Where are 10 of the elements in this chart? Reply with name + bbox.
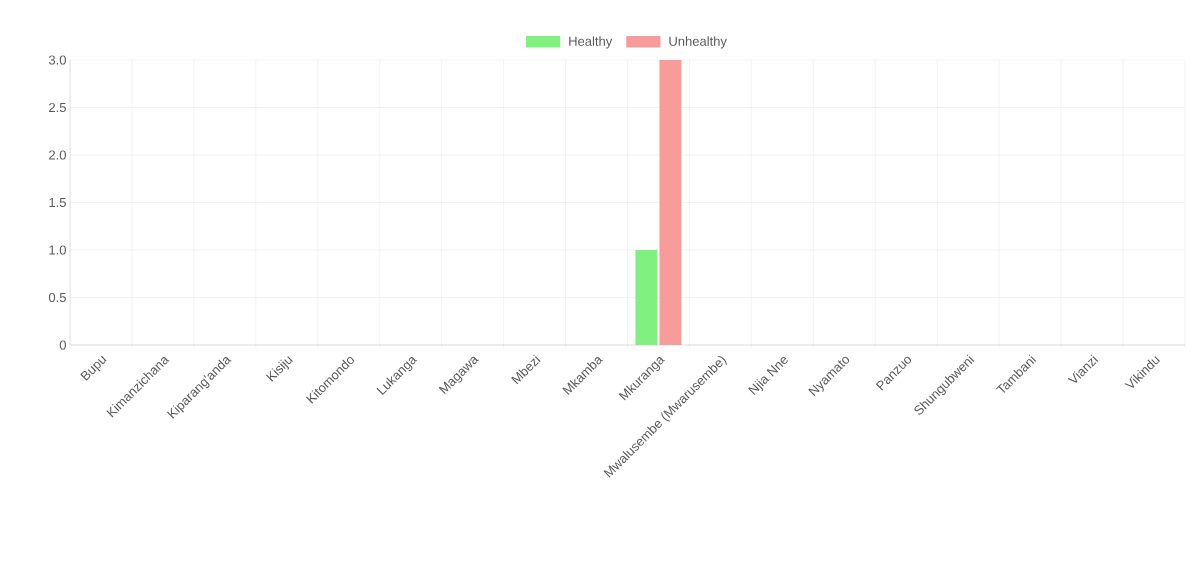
- y-tick-label: 2.0: [49, 150, 66, 160]
- y-tick-label: 2.5: [49, 102, 66, 113]
- legend-label: Unhealthy: [669, 36, 727, 49]
- y-tick-label: 1.5: [49, 197, 66, 208]
- y-tick-label: 0.5: [48, 292, 66, 303]
- y-tick-label: 1.0: [49, 245, 66, 255]
- y-tick-label: 3.0: [48, 55, 66, 65]
- legend-label: Healthy: [569, 36, 613, 49]
- x-tick-label: Njia Nne: [748, 357, 788, 395]
- y-tick-label: 0: [59, 340, 66, 350]
